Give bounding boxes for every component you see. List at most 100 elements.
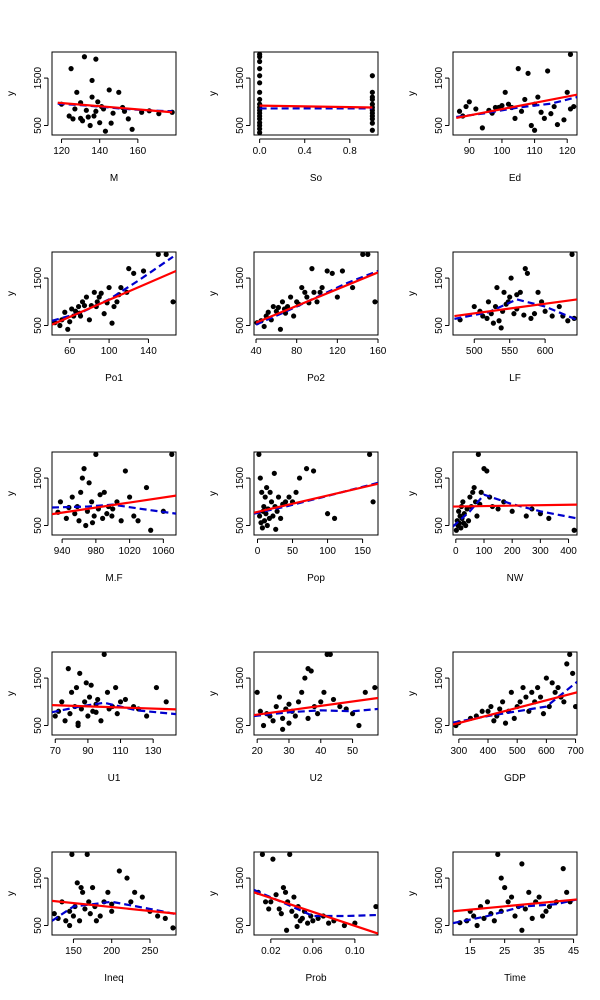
data-point — [525, 70, 531, 76]
data-point — [548, 111, 554, 117]
x-axis-label: Po1 — [105, 373, 123, 384]
data-point — [114, 299, 120, 305]
y-tick-label: 1500 — [434, 867, 445, 890]
data-point — [91, 113, 97, 119]
data-point — [78, 884, 84, 891]
data-point — [266, 906, 272, 912]
data-point — [67, 319, 73, 325]
data-point — [561, 699, 567, 705]
data-point — [93, 918, 99, 924]
data-point — [511, 311, 517, 317]
data-point — [349, 711, 356, 717]
data-point — [73, 684, 80, 691]
plot-area — [254, 452, 378, 532]
data-point — [542, 308, 548, 314]
data-point — [75, 722, 81, 729]
data-point — [257, 120, 263, 126]
x-tick-label: 600 — [538, 746, 555, 757]
data-point — [496, 318, 502, 324]
data-point — [102, 128, 109, 134]
panel-lf: 500 550 600 500 1500 LF y — [407, 251, 578, 384]
data-point — [257, 130, 263, 135]
data-point — [535, 289, 541, 295]
y-tick-label: 500 — [235, 717, 246, 734]
data-point — [327, 652, 333, 657]
data-point — [162, 915, 168, 922]
data-point — [153, 684, 160, 691]
data-point — [286, 720, 292, 726]
data-point — [478, 489, 484, 495]
data-point — [97, 492, 103, 498]
data-point — [256, 452, 262, 457]
data-point — [349, 284, 356, 291]
panel-ineq: 150 200 250 500 1500 Ineq y — [6, 851, 177, 984]
data-point — [259, 525, 266, 531]
data-point — [262, 494, 268, 500]
data-point — [538, 109, 544, 115]
data-point — [89, 77, 95, 84]
panel-pop: 0 50 100 150 500 1500 Pop y — [208, 451, 379, 584]
data-point — [524, 270, 531, 276]
data-point — [72, 511, 78, 517]
data-point — [535, 684, 541, 691]
plot-frame — [253, 251, 379, 336]
plot-frame — [51, 851, 177, 936]
data-point — [360, 252, 366, 257]
data-point — [76, 918, 83, 924]
panel-prob: 0.02 0.06 0.10 500 1500 Prob y — [208, 851, 379, 984]
data-point — [105, 889, 111, 895]
y-tick-label: 1500 — [33, 67, 44, 90]
data-point — [97, 913, 103, 919]
data-point — [299, 915, 305, 922]
x-tick-label: 1060 — [152, 546, 175, 557]
data-point — [517, 289, 523, 295]
data-point — [556, 303, 562, 310]
x-axis-label: M — [110, 173, 118, 184]
data-point — [471, 303, 477, 310]
data-point — [329, 270, 335, 276]
data-point — [270, 856, 276, 862]
data-point — [75, 303, 82, 310]
y-tick-label: 1500 — [235, 67, 246, 90]
data-point — [464, 506, 470, 512]
data-point — [72, 106, 78, 112]
fit-line — [254, 696, 378, 717]
plot-area — [254, 852, 378, 935]
data-point — [539, 913, 546, 919]
x-axis-label: So — [310, 173, 323, 184]
x-axis-label: Prob — [305, 973, 327, 984]
x-axis-label: U1 — [108, 773, 121, 784]
plot-frame — [51, 451, 177, 536]
data-point — [535, 94, 541, 100]
x-tick-label: 140 — [91, 146, 108, 157]
y-tick-label: 1500 — [33, 867, 44, 890]
data-point — [254, 689, 260, 695]
data-point — [148, 527, 154, 533]
data-point — [80, 889, 86, 895]
data-point — [282, 889, 289, 895]
data-point — [517, 699, 523, 705]
data-point — [118, 518, 124, 524]
y-tick-label: 1500 — [33, 467, 44, 490]
x-tick-label: 500 — [466, 346, 483, 357]
data-point — [502, 720, 509, 726]
data-point — [519, 861, 525, 867]
data-point — [62, 309, 68, 315]
data-point — [114, 499, 120, 505]
data-point — [321, 689, 327, 695]
data-point — [257, 52, 263, 57]
data-point — [308, 668, 314, 674]
data-point — [502, 884, 508, 891]
y-tick-label: 500 — [434, 717, 445, 734]
data-point — [520, 684, 526, 691]
data-point — [109, 908, 115, 914]
data-point — [546, 703, 552, 710]
plot-area — [257, 52, 375, 135]
data-point — [495, 506, 501, 512]
data-point — [311, 289, 317, 295]
x-tick-label: 300 — [450, 746, 467, 757]
data-point — [370, 499, 376, 505]
data-point — [267, 489, 273, 495]
panel-m-f: 940 980 1020 1060 500 1500 M.F y — [6, 451, 177, 584]
y-axis-label: y — [6, 491, 17, 496]
